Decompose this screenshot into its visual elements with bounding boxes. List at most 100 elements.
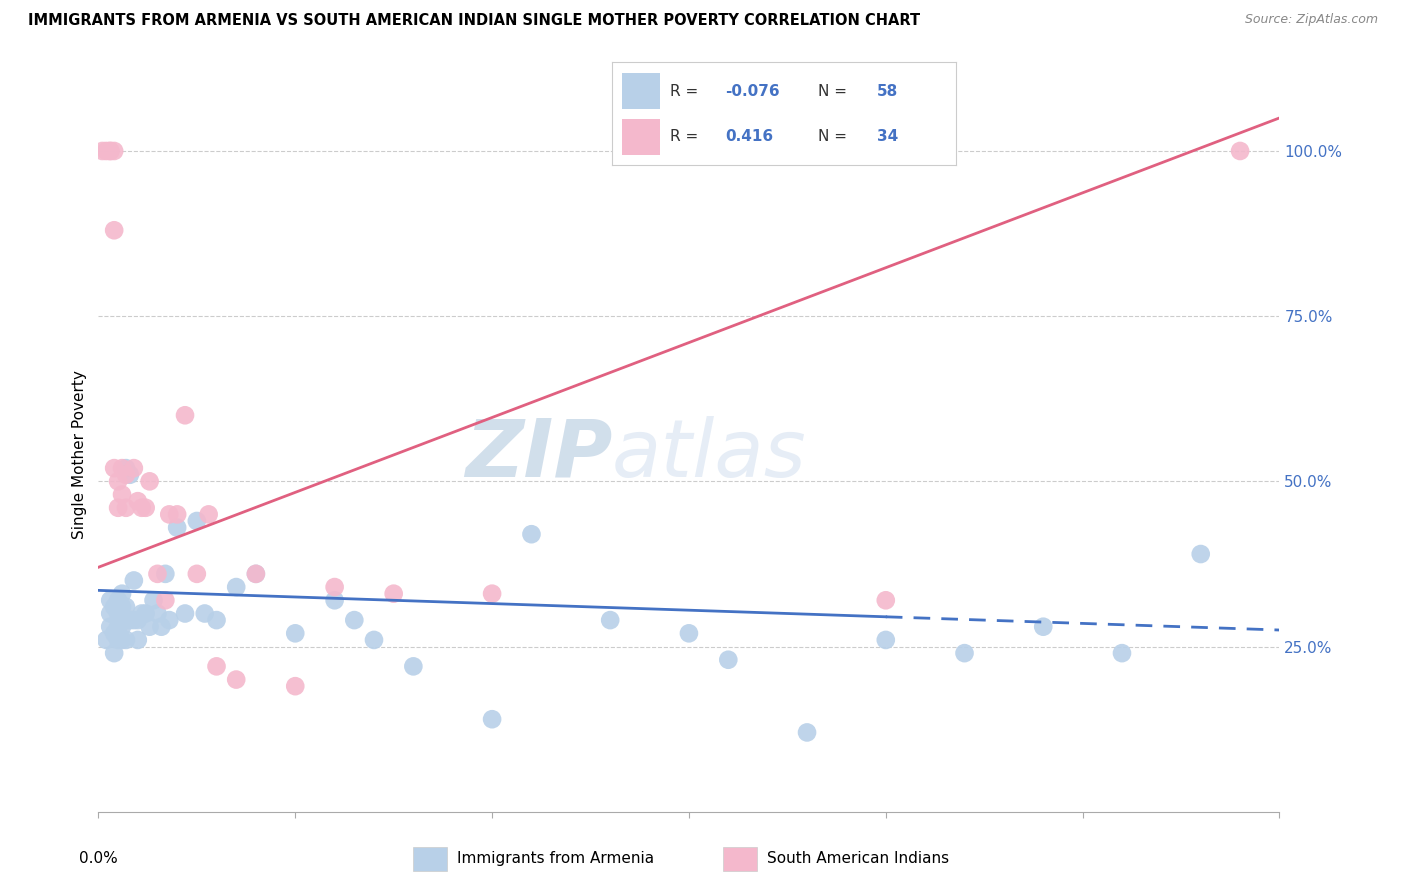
Point: [131, 500, 153, 515]
Point: [115, 599, 138, 614]
Point: [481, 587, 503, 601]
Point: [678, 626, 700, 640]
Point: [138, 475, 160, 489]
Point: [155, 566, 177, 581]
Point: [111, 487, 134, 501]
Point: [98, 144, 121, 158]
Text: 34: 34: [877, 128, 898, 144]
Point: [166, 508, 188, 522]
Point: [284, 626, 307, 640]
Point: [122, 461, 145, 475]
Point: [107, 632, 129, 647]
Point: [174, 607, 197, 621]
Point: [875, 632, 897, 647]
Point: [111, 461, 134, 475]
Text: Source: ZipAtlas.com: Source: ZipAtlas.com: [1244, 13, 1378, 27]
Point: [135, 607, 157, 621]
Point: [953, 646, 976, 660]
Point: [131, 607, 153, 621]
Point: [599, 613, 621, 627]
Point: [166, 520, 188, 534]
Point: [115, 461, 138, 475]
Point: [343, 613, 366, 627]
Point: [194, 607, 217, 621]
Text: 0.416: 0.416: [725, 128, 773, 144]
FancyBboxPatch shape: [621, 119, 659, 155]
FancyBboxPatch shape: [723, 847, 758, 871]
Point: [323, 580, 346, 594]
Point: [115, 632, 138, 647]
Point: [481, 712, 503, 726]
Point: [103, 599, 125, 614]
Text: N =: N =: [818, 128, 848, 144]
Point: [111, 620, 134, 634]
Point: [98, 607, 121, 621]
Point: [155, 593, 177, 607]
Point: [103, 626, 125, 640]
Point: [186, 514, 208, 528]
Point: [127, 613, 149, 627]
Point: [122, 613, 145, 627]
Point: [107, 607, 129, 621]
Point: [402, 659, 425, 673]
Text: IMMIGRANTS FROM ARMENIA VS SOUTH AMERICAN INDIAN SINGLE MOTHER POVERTY CORRELATI: IMMIGRANTS FROM ARMENIA VS SOUTH AMERICA…: [28, 13, 921, 29]
Text: ZIP: ZIP: [465, 416, 612, 494]
Point: [96, 632, 118, 647]
Point: [197, 508, 219, 522]
Point: [157, 508, 180, 522]
Point: [103, 144, 125, 158]
Point: [111, 632, 134, 647]
Point: [284, 679, 307, 693]
Point: [115, 467, 138, 482]
Point: [245, 566, 267, 581]
Text: 0.0%: 0.0%: [79, 851, 118, 866]
Point: [103, 461, 125, 475]
Point: [98, 593, 121, 607]
Point: [96, 144, 118, 158]
Point: [107, 593, 129, 607]
Point: [122, 574, 145, 588]
Point: [146, 607, 169, 621]
Point: [1032, 620, 1054, 634]
Point: [115, 500, 138, 515]
Point: [103, 646, 125, 660]
Point: [91, 144, 114, 158]
Text: N =: N =: [818, 84, 848, 99]
Text: Immigrants from Armenia: Immigrants from Armenia: [457, 851, 654, 866]
Point: [127, 632, 149, 647]
Point: [111, 599, 134, 614]
Text: 58: 58: [877, 84, 898, 99]
Point: [150, 620, 173, 634]
Point: [323, 593, 346, 607]
Text: R =: R =: [671, 84, 699, 99]
Point: [107, 500, 129, 515]
Point: [146, 566, 169, 581]
Point: [717, 653, 740, 667]
Point: [118, 467, 141, 482]
Point: [245, 566, 267, 581]
Text: -0.076: -0.076: [725, 84, 780, 99]
Point: [225, 673, 247, 687]
Point: [142, 593, 165, 607]
Point: [205, 659, 228, 673]
Point: [796, 725, 818, 739]
Point: [111, 613, 134, 627]
Point: [205, 613, 228, 627]
FancyBboxPatch shape: [413, 847, 447, 871]
Point: [1189, 547, 1212, 561]
Point: [875, 593, 897, 607]
Point: [118, 613, 141, 627]
Point: [107, 626, 129, 640]
Point: [1229, 144, 1251, 158]
Point: [107, 620, 129, 634]
Point: [115, 613, 138, 627]
Point: [520, 527, 543, 541]
Text: atlas: atlas: [612, 416, 807, 494]
Point: [103, 223, 125, 237]
Point: [107, 475, 129, 489]
FancyBboxPatch shape: [621, 73, 659, 109]
Point: [111, 587, 134, 601]
Text: R =: R =: [671, 128, 699, 144]
Point: [98, 144, 121, 158]
Point: [138, 620, 160, 634]
